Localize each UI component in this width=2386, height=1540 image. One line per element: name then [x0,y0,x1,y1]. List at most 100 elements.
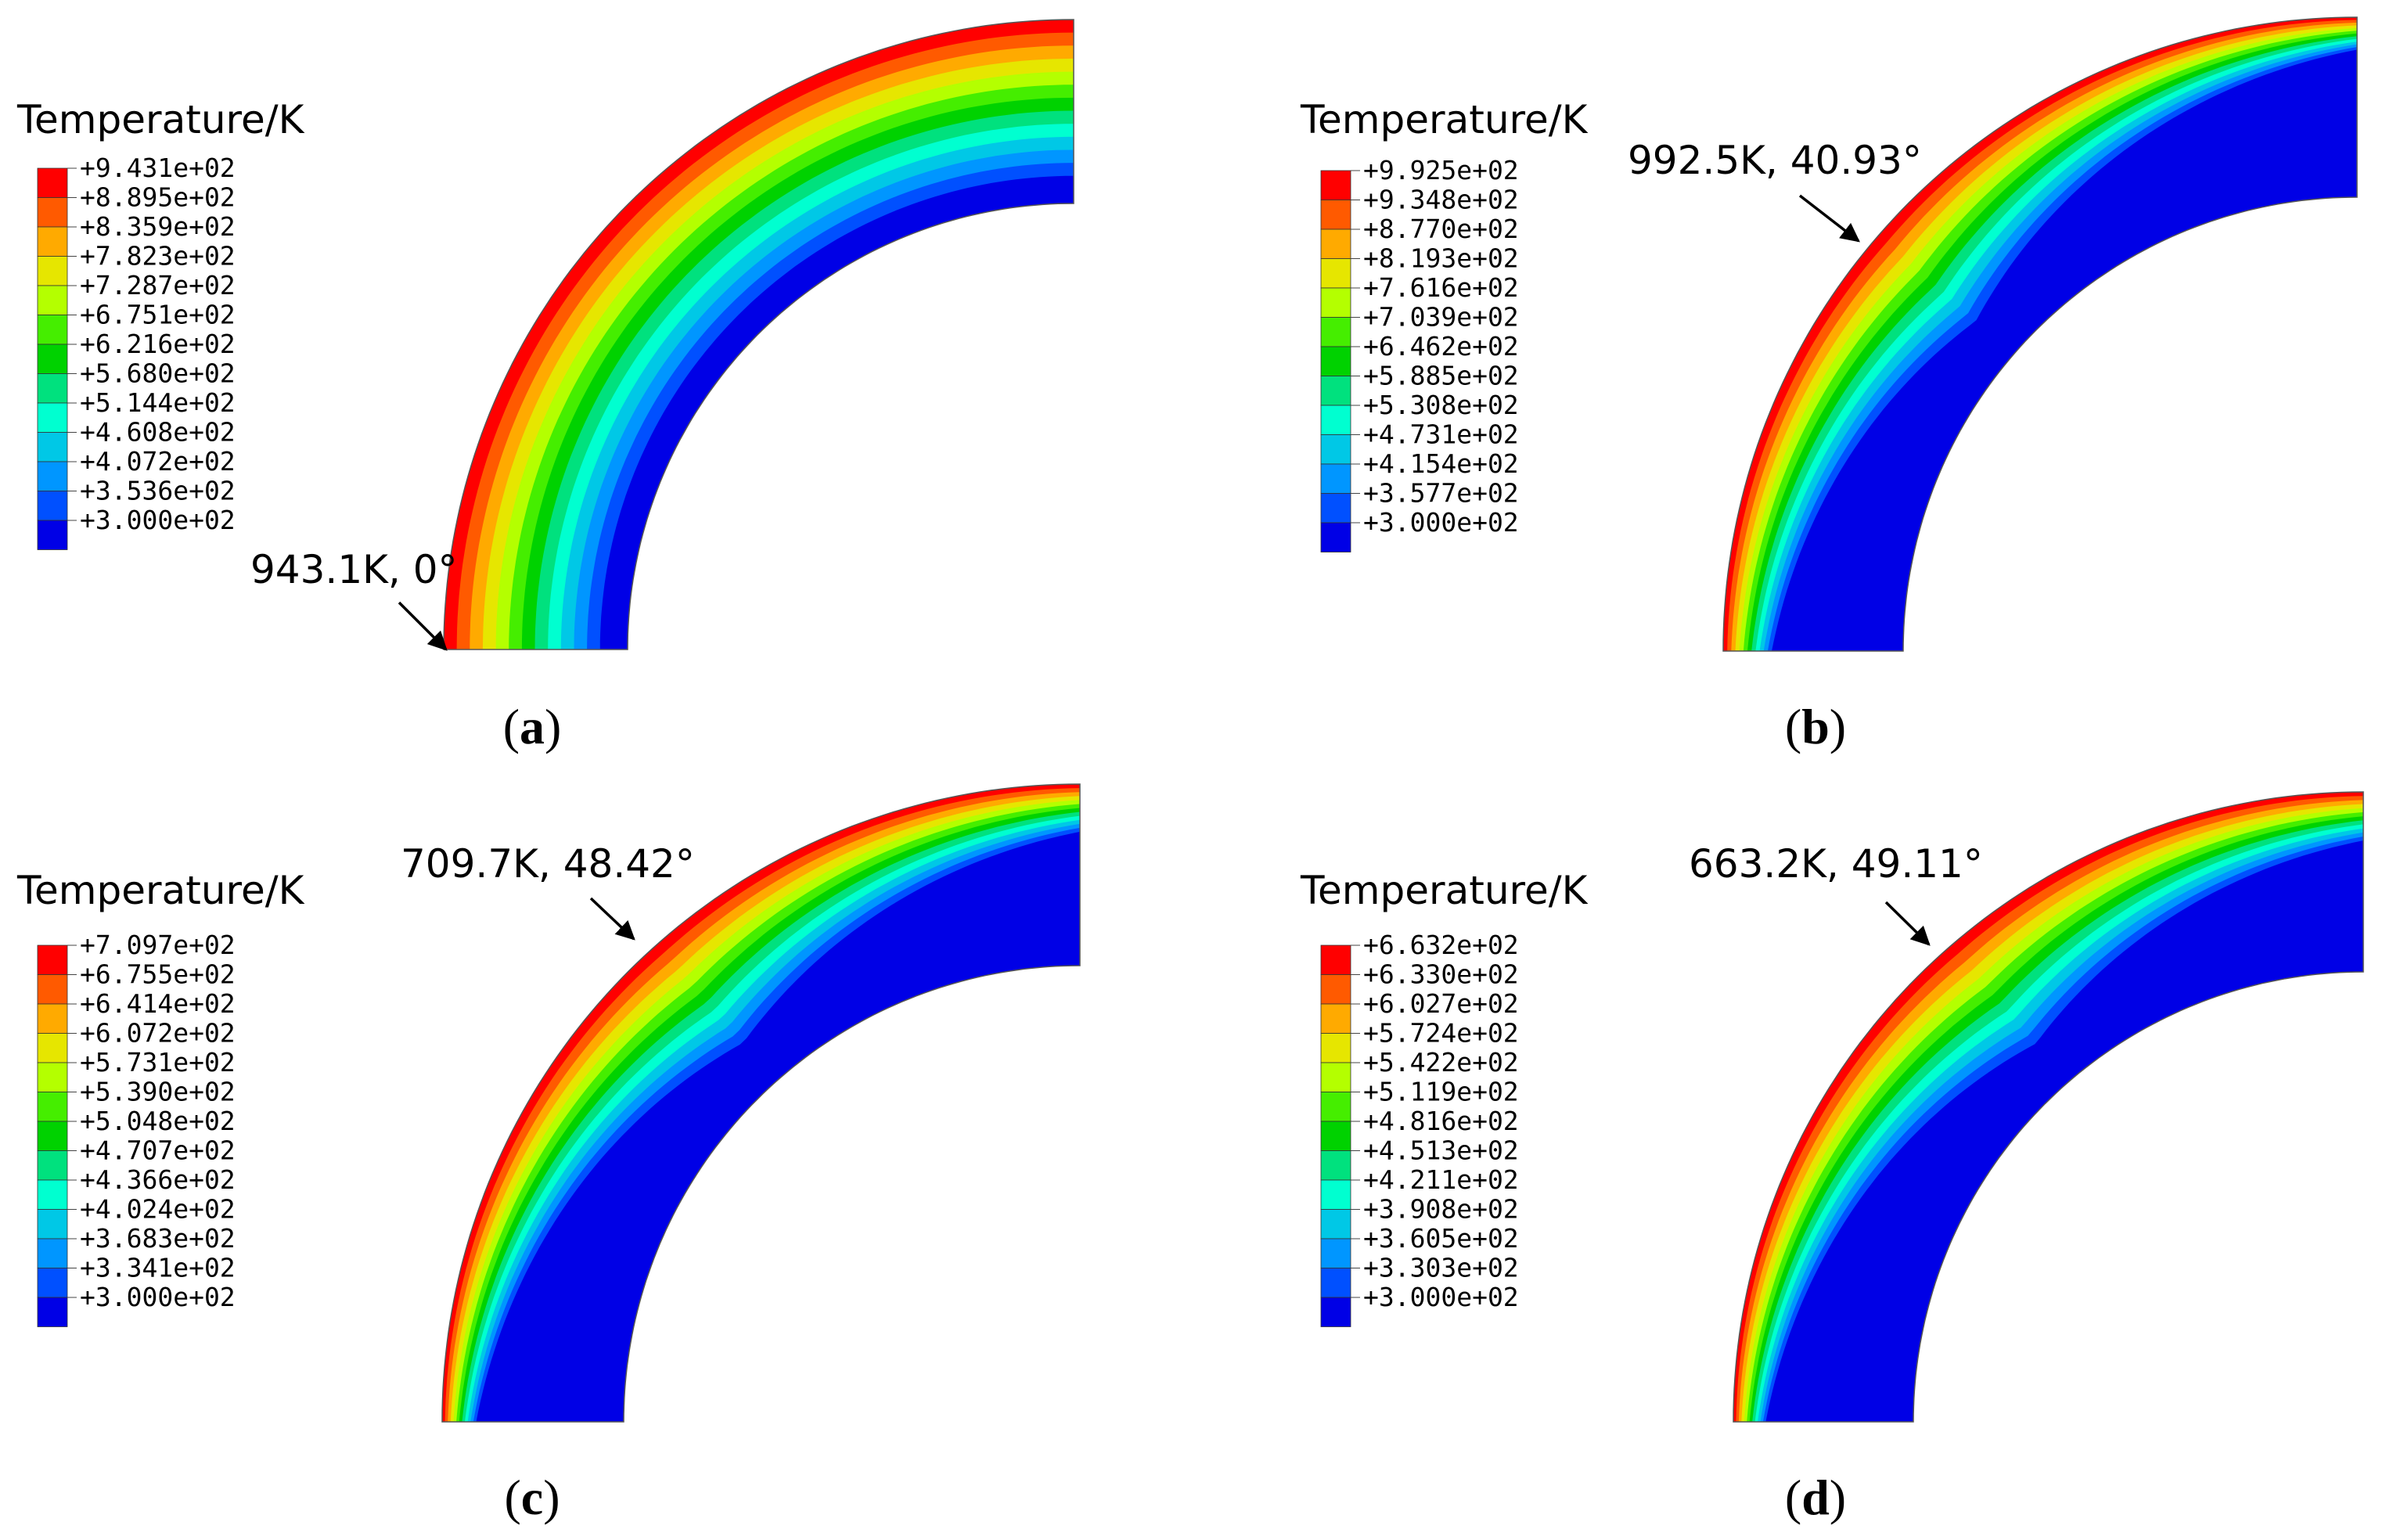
contour-band [444,20,1074,649]
legend-tick-label: +3.536e+02 [80,476,236,506]
hotspot-callout: 992.5K, 40.93° [1628,138,1922,183]
legend-tick-label: +5.885e+02 [1363,361,1519,391]
legend-tick-label: +3.000e+02 [1363,1282,1519,1312]
legend-tick-label: +6.330e+02 [1363,959,1519,990]
legend-swatch [37,1150,68,1181]
legend-swatch [37,197,68,228]
legend-tick-label: +7.823e+02 [80,241,236,272]
legend-tick-label: +5.119e+02 [1363,1077,1519,1107]
legend-tick-label: +6.751e+02 [80,300,236,330]
legend-tick-label: +3.303e+02 [1363,1253,1519,1283]
legend-tick-label: +3.000e+02 [1363,507,1519,538]
legend-tick-label: +7.287e+02 [80,270,236,300]
ring-outline [441,783,1081,1423]
legend-tick-label: +3.000e+02 [80,505,236,535]
legend-tick-label: +5.308e+02 [1363,390,1519,420]
legend-swatch [1320,1268,1351,1298]
legend-tick-label: +4.211e+02 [1363,1164,1519,1195]
legend-tick-label: +3.908e+02 [1363,1194,1519,1225]
legend-swatch [37,1297,68,1327]
legend-swatch [37,974,68,1005]
legend-tick-label: +9.348e+02 [1363,185,1519,215]
legend-swatch [1320,287,1351,318]
panel-d: Temperature/K +6.632e+02+6.330e+02+6.027e… [1300,791,2364,1525]
legend-tick-label: +6.755e+02 [80,959,236,990]
legend-swatch [37,373,68,404]
legend-tick-label: +8.895e+02 [80,182,236,213]
ring-base-band [1733,792,2363,1422]
legend-swatch [37,1238,68,1268]
legend-swatch [37,315,68,345]
hotspot-arrow [1798,194,1860,243]
legend-tick-label: +6.072e+02 [80,1018,236,1049]
legend-tick-label: +4.024e+02 [80,1194,236,1225]
legend-tick-label: +3.341e+02 [80,1253,236,1283]
legend-swatch [1320,1150,1351,1181]
hotspot-arrow [1884,901,1931,946]
legend-tick-label: +6.462e+02 [1363,331,1519,362]
legend-swatch [1320,1179,1351,1210]
legend-swatch [37,491,68,521]
legend-swatch [1320,405,1351,435]
legend-swatch [1320,376,1351,406]
legend-swatch [37,1268,68,1298]
legend-swatch [1320,1092,1351,1122]
legend-swatch [1320,945,1351,975]
legend-swatch [37,1092,68,1122]
panel-a: Temperature/K +9.431e+02+8.895e+02+8.359e… [16,19,1074,754]
legend-tick-label: +9.431e+02 [80,153,236,183]
legend-swatch [37,256,68,286]
legend-tick-label: +7.097e+02 [80,930,236,960]
contour-band [444,20,1074,649]
legend-tick-label: +8.770e+02 [1363,214,1519,244]
legend-swatch [37,1062,68,1092]
ring-base-band [1723,17,2357,651]
legend-tick-label: +5.680e+02 [80,358,236,389]
legend-swatch [37,402,68,433]
legend-tick-label: +8.359e+02 [80,211,236,242]
contour-band [1733,792,2363,1422]
legend-title: Temperature/K [16,868,305,913]
legend-tick-label: +6.632e+02 [1363,930,1519,960]
legend-tick-label: +4.072e+02 [80,446,236,477]
panel-label: (b) [1785,699,1846,754]
panel-label: (c) [504,1470,560,1525]
legend-swatch [37,520,68,550]
legend-swatch [1320,1062,1351,1092]
legend-tick-label: +5.144e+02 [80,387,236,418]
legend-swatch [1320,1033,1351,1063]
legend-tick-label: +4.816e+02 [1363,1106,1519,1136]
legend-swatch [37,1121,68,1151]
legend-swatch [1320,1209,1351,1240]
legend-swatch [1320,1003,1351,1034]
ring-outline [1722,16,2358,652]
legend-swatch [37,344,68,374]
ring-outline [443,19,1074,650]
legend-swatch [1320,1238,1351,1268]
hotspot-callout: 663.2K, 49.11° [1689,841,1983,887]
legend-tick-label: +4.154e+02 [1363,448,1519,479]
legend-swatch [37,1033,68,1063]
legend-swatch [1320,493,1351,524]
legend-tick-label: +4.513e+02 [1363,1135,1519,1166]
legend-tick-label: +7.616e+02 [1363,272,1519,303]
legend-swatch [1320,522,1351,552]
legend-tick-label: +6.414e+02 [80,988,236,1019]
legend-title: Temperature/K [1300,868,1589,913]
contour-band [442,784,1080,1422]
ring-outline [1733,791,2364,1423]
legend-swatch [1320,1297,1351,1327]
legend-tick-label: +5.390e+02 [80,1077,236,1107]
legend-swatch [1320,258,1351,289]
legend-swatch [1320,434,1351,465]
legend-swatch [1320,228,1351,259]
legend-tick-label: +4.366e+02 [80,1164,236,1195]
panel-b: Temperature/K +9.925e+02+9.348e+02+8.770e… [1300,16,2358,754]
legend-tick-label: +4.608e+02 [80,417,236,448]
legend-swatch [1320,170,1351,200]
legend-tick-label: +3.683e+02 [80,1223,236,1254]
legend-swatch [37,945,68,975]
panel-label: (a) [503,699,562,754]
panel-c: Temperature/K +7.097e+02+6.755e+02+6.414e… [16,783,1081,1525]
